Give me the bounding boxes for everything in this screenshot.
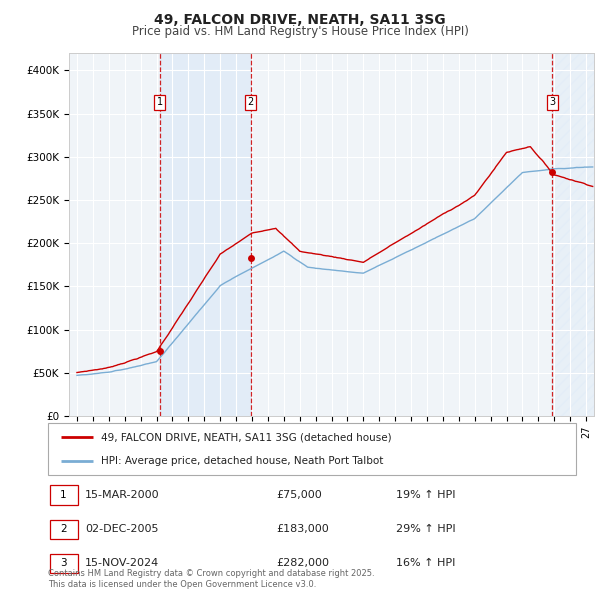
- Text: Price paid vs. HM Land Registry's House Price Index (HPI): Price paid vs. HM Land Registry's House …: [131, 25, 469, 38]
- Text: 02-DEC-2005: 02-DEC-2005: [85, 525, 158, 534]
- Text: 1: 1: [60, 490, 67, 500]
- Text: 2: 2: [60, 525, 67, 534]
- Text: 15-NOV-2024: 15-NOV-2024: [85, 559, 160, 568]
- FancyBboxPatch shape: [50, 554, 77, 573]
- Text: 3: 3: [60, 559, 67, 568]
- FancyBboxPatch shape: [48, 423, 576, 475]
- Bar: [160, 53, 251, 416]
- Bar: [552, 53, 594, 416]
- Text: HPI: Average price, detached house, Neath Port Talbot: HPI: Average price, detached house, Neat…: [101, 456, 383, 466]
- Text: 29% ↑ HPI: 29% ↑ HPI: [396, 525, 455, 534]
- Text: 19% ↑ HPI: 19% ↑ HPI: [396, 490, 455, 500]
- FancyBboxPatch shape: [50, 520, 77, 539]
- Text: Contains HM Land Registry data © Crown copyright and database right 2025.
This d: Contains HM Land Registry data © Crown c…: [48, 569, 374, 589]
- Text: 15-MAR-2000: 15-MAR-2000: [85, 490, 160, 500]
- Text: 3: 3: [549, 97, 555, 107]
- FancyBboxPatch shape: [50, 486, 77, 504]
- Text: £183,000: £183,000: [276, 525, 329, 534]
- Text: £75,000: £75,000: [276, 490, 322, 500]
- Text: 2: 2: [248, 97, 254, 107]
- Text: 49, FALCON DRIVE, NEATH, SA11 3SG: 49, FALCON DRIVE, NEATH, SA11 3SG: [154, 13, 446, 27]
- Text: 1: 1: [157, 97, 163, 107]
- Text: 16% ↑ HPI: 16% ↑ HPI: [396, 559, 455, 568]
- Text: £282,000: £282,000: [276, 559, 329, 568]
- Text: 49, FALCON DRIVE, NEATH, SA11 3SG (detached house): 49, FALCON DRIVE, NEATH, SA11 3SG (detac…: [101, 432, 391, 442]
